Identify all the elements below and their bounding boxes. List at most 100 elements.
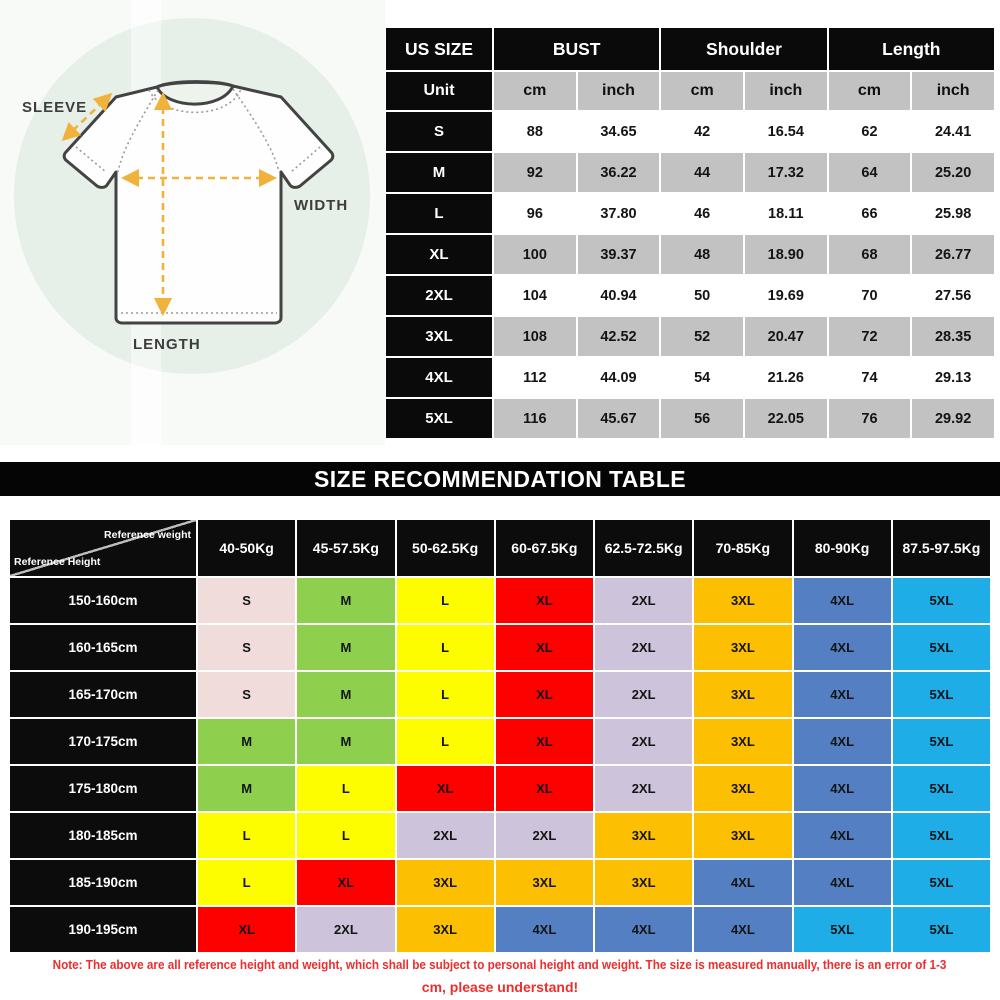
measurement-cell: 44.09 [577, 358, 660, 397]
note-text: Note: The above are all reference height… [0, 956, 1000, 995]
height-label-cell: 180-185cm [10, 813, 196, 858]
recommended-size-cell: 4XL [495, 907, 593, 952]
recommended-size-cell: XL [495, 625, 593, 670]
bust-header: BUST [494, 28, 660, 70]
recommended-size-cell: L [396, 672, 494, 717]
measurement-cell: 52 [661, 317, 743, 356]
measurement-cell: 17.32 [744, 153, 827, 192]
measurement-cell: 40.94 [577, 276, 660, 315]
recommended-size-cell: XL [198, 907, 296, 952]
recommendation-row: 180-185cm L L 2XL 2XL 3XL 3XL 4XL 5XL [10, 813, 990, 858]
measurement-cell: 37.80 [577, 194, 660, 233]
recommended-size-cell: 3XL [694, 719, 792, 764]
recommendation-row: 150-160cm S M L XL 2XL 3XL 4XL 5XL [10, 578, 990, 623]
size-recommendation-table: Reference weight Reference Height 40-50K… [8, 518, 992, 954]
measurement-cell: 100 [494, 235, 576, 274]
size-label-cell: L [386, 194, 492, 233]
us-size-row: 5XL 116 45.67 56 22.05 76 29.92 [386, 399, 994, 438]
size-recommendation-banner: SIZE RECOMMENDATION TABLE [0, 462, 1000, 496]
weight-header-cell: 70-85Kg [694, 520, 792, 576]
unit-cell: inch [912, 72, 994, 110]
height-label-cell: 185-190cm [10, 860, 196, 905]
recommended-size-cell: 2XL [595, 625, 693, 670]
recommendation-row: 165-170cm S M L XL 2XL 3XL 4XL 5XL [10, 672, 990, 717]
recommended-size-cell: 5XL [892, 578, 990, 623]
us-size-table-body: S 88 34.65 42 16.54 62 24.41 M 92 36.22 44 17.32 64 2… [386, 112, 994, 438]
recommended-size-cell: S [198, 578, 296, 623]
measurement-cell: 21.26 [744, 358, 827, 397]
corner-cell: Reference weight Reference Height [10, 520, 196, 576]
weight-header-cell: 45-57.5Kg [297, 520, 395, 576]
recommended-size-cell: 5XL [892, 907, 990, 952]
measurement-cell: 29.92 [912, 399, 994, 438]
recommended-size-cell: 3XL [694, 672, 792, 717]
measurement-cell: 28.35 [912, 317, 994, 356]
measurement-cell: 16.54 [744, 112, 827, 151]
recommended-size-cell: L [198, 813, 296, 858]
weight-header-cell: 62.5-72.5Kg [595, 520, 693, 576]
recommended-size-cell: 3XL [595, 813, 693, 858]
recommended-size-cell: XL [495, 766, 593, 811]
height-label-cell: 150-160cm [10, 578, 196, 623]
unit-label: Unit [386, 72, 492, 110]
recommended-size-cell: 2XL [595, 719, 693, 764]
unit-cell: cm [661, 72, 743, 110]
recommended-size-cell: 3XL [595, 860, 693, 905]
recommended-size-cell: XL [495, 578, 593, 623]
measurement-cell: 54 [661, 358, 743, 397]
recommended-size-cell: 2XL [595, 672, 693, 717]
measurement-cell: 45.67 [577, 399, 660, 438]
size-label-cell: S [386, 112, 492, 151]
measurement-cell: 42 [661, 112, 743, 151]
recommended-size-cell: L [396, 578, 494, 623]
weight-header-row: Reference weight Reference Height 40-50K… [10, 520, 990, 576]
measurement-cell: 62 [828, 112, 911, 151]
height-label-cell: 165-170cm [10, 672, 196, 717]
height-label-cell: 170-175cm [10, 719, 196, 764]
recommended-size-cell: XL [396, 766, 494, 811]
unit-cell: inch [577, 72, 660, 110]
measurement-cell: 48 [661, 235, 743, 274]
recommendation-row: 190-195cm XL 2XL 3XL 4XL 4XL 4XL 5XL 5XL [10, 907, 990, 952]
height-label-cell: 175-180cm [10, 766, 196, 811]
recommended-size-cell: 2XL [396, 813, 494, 858]
measurement-cell: 74 [828, 358, 911, 397]
note-line2: cm, please understand! [421, 979, 579, 995]
recommended-size-cell: 4XL [694, 860, 792, 905]
recommended-size-cell: 3XL [694, 813, 792, 858]
recommended-size-cell: L [297, 766, 395, 811]
measurement-cell: 19.69 [744, 276, 827, 315]
recommended-size-cell: 2XL [595, 766, 693, 811]
tshirt-measurement-diagram: SLEEVE WIDTH LENGTH [0, 0, 385, 445]
measurement-cell: 25.20 [912, 153, 994, 192]
height-label-cell: 190-195cm [10, 907, 196, 952]
measurement-cell: 66 [828, 194, 911, 233]
measurement-cell: 42.52 [577, 317, 660, 356]
measurement-cell: 72 [828, 317, 911, 356]
recommendation-table-body: 150-160cm S M L XL 2XL 3XL 4XL 5XL 160-165cm S M L XL… [10, 578, 990, 952]
sleeve-arrow [61, 92, 113, 142]
recommended-size-cell: M [297, 719, 395, 764]
length-label: LENGTH [133, 336, 201, 353]
size-label-cell: M [386, 153, 492, 192]
measurement-cell: 50 [661, 276, 743, 315]
recommended-size-cell: 5XL [892, 766, 990, 811]
measurement-cell: 96 [494, 194, 576, 233]
recommended-size-cell: 2XL [297, 907, 395, 952]
height-label-cell: 160-165cm [10, 625, 196, 670]
measurement-cell: 88 [494, 112, 576, 151]
recommended-size-cell: 4XL [595, 907, 693, 952]
recommended-size-cell: 3XL [495, 860, 593, 905]
group-header-row: US SIZE BUST Shoulder Length [386, 28, 994, 70]
recommended-size-cell: L [396, 719, 494, 764]
unit-cell: cm [828, 72, 911, 110]
measurement-cell: 36.22 [577, 153, 660, 192]
recommended-size-cell: 5XL [793, 907, 891, 952]
measurement-cell: 39.37 [577, 235, 660, 274]
measurement-cell: 24.41 [912, 112, 994, 151]
measurement-cell: 92 [494, 153, 576, 192]
weight-header-cell: 40-50Kg [198, 520, 296, 576]
size-label-cell: XL [386, 235, 492, 274]
recommendation-row: 170-175cm M M L XL 2XL 3XL 4XL 5XL [10, 719, 990, 764]
recommended-size-cell: S [198, 672, 296, 717]
